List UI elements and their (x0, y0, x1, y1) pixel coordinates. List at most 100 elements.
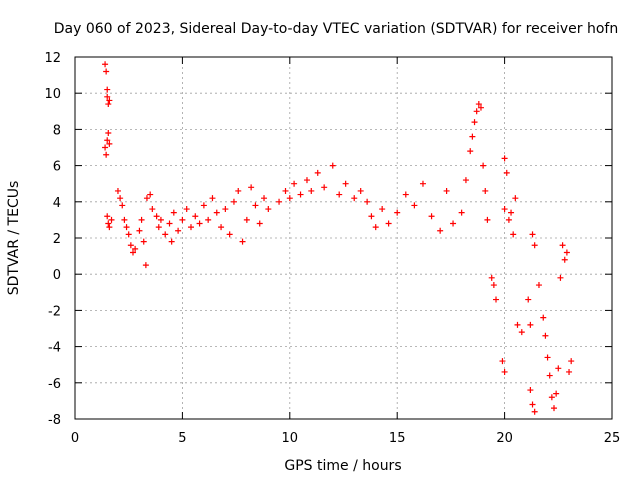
data-point (561, 256, 568, 263)
data-point (140, 238, 147, 245)
data-point (196, 220, 203, 227)
data-point (103, 68, 110, 75)
data-point (555, 365, 562, 372)
data-point (368, 213, 375, 220)
data-point (510, 231, 517, 238)
data-point (147, 191, 154, 198)
data-point (473, 108, 480, 115)
data-point (297, 191, 304, 198)
y-tick-label: -4 (48, 341, 61, 356)
data-point (551, 405, 558, 412)
data-point (527, 321, 534, 328)
data-point (402, 191, 409, 198)
y-tick-label: 10 (44, 87, 61, 102)
data-point (200, 202, 207, 209)
data-point (114, 187, 121, 194)
data-point (469, 133, 476, 140)
data-point (157, 216, 164, 223)
x-tick-label: 10 (282, 431, 299, 446)
y-tick-label: -6 (48, 377, 61, 392)
data-point (514, 321, 521, 328)
data-point (529, 401, 536, 408)
data-point (499, 358, 506, 365)
data-point (129, 249, 136, 256)
data-point (505, 216, 512, 223)
data-point (531, 242, 538, 249)
data-point (155, 224, 162, 231)
data-point (103, 151, 110, 158)
data-point (501, 206, 508, 213)
data-point (291, 180, 298, 187)
axis-ticks: 0 5 10 15 20 25 -8 -6 -4 -2 0 2 4 6 8 10 12 (44, 51, 620, 446)
data-point (104, 93, 111, 100)
data-point (462, 177, 469, 184)
data-point (394, 209, 401, 216)
data-point (535, 282, 542, 289)
y-tick-label: -8 (48, 413, 61, 428)
data-point (175, 227, 182, 234)
data-point (379, 206, 386, 213)
data-point (518, 329, 525, 336)
data-point (104, 213, 111, 220)
data-point (218, 224, 225, 231)
data-point (566, 368, 573, 375)
data-point (153, 213, 160, 220)
data-point (187, 224, 194, 231)
data-point (482, 187, 489, 194)
data-point (563, 249, 570, 256)
data-point (222, 206, 229, 213)
data-point (226, 231, 233, 238)
data-point (419, 180, 426, 187)
data-point (546, 372, 553, 379)
data-point (525, 296, 532, 303)
data-point (248, 184, 255, 191)
data-point (493, 296, 500, 303)
x-tick-label: 15 (389, 431, 406, 446)
data-point (437, 227, 444, 234)
data-point (143, 195, 150, 202)
data-point (508, 209, 515, 216)
data-point (467, 148, 474, 155)
x-tick-label: 0 (71, 431, 79, 446)
data-point (351, 195, 358, 202)
y-tick-label: 2 (53, 232, 61, 247)
x-tick-label: 25 (604, 431, 621, 446)
data-point (282, 187, 289, 194)
x-tick-label: 20 (496, 431, 513, 446)
data-point (192, 213, 199, 220)
x-tick-label: 5 (178, 431, 186, 446)
data-point (121, 216, 128, 223)
data-point (162, 231, 169, 238)
data-point (230, 198, 237, 205)
data-point (138, 216, 145, 223)
data-point (475, 101, 482, 108)
data-point (342, 180, 349, 187)
y-tick-label: 0 (53, 268, 61, 283)
data-point (108, 216, 115, 223)
data-point (213, 209, 220, 216)
data-point (123, 224, 130, 231)
data-points (102, 61, 575, 415)
data-point (364, 198, 371, 205)
data-point (559, 242, 566, 249)
data-point (183, 206, 190, 213)
data-point (557, 274, 564, 281)
data-point (243, 216, 250, 223)
data-point (166, 220, 173, 227)
data-point (127, 242, 134, 249)
data-point (529, 231, 536, 238)
y-tick-label: -2 (48, 304, 61, 319)
data-point (149, 206, 156, 213)
data-point (544, 354, 551, 361)
data-point (105, 101, 112, 108)
data-point (117, 195, 124, 202)
data-point (286, 195, 293, 202)
y-tick-label: 4 (53, 196, 61, 211)
data-point (385, 220, 392, 227)
data-point (458, 209, 465, 216)
data-point (336, 191, 343, 198)
data-point (102, 61, 109, 68)
grid (75, 57, 612, 419)
data-point (276, 198, 283, 205)
data-point (357, 187, 364, 194)
